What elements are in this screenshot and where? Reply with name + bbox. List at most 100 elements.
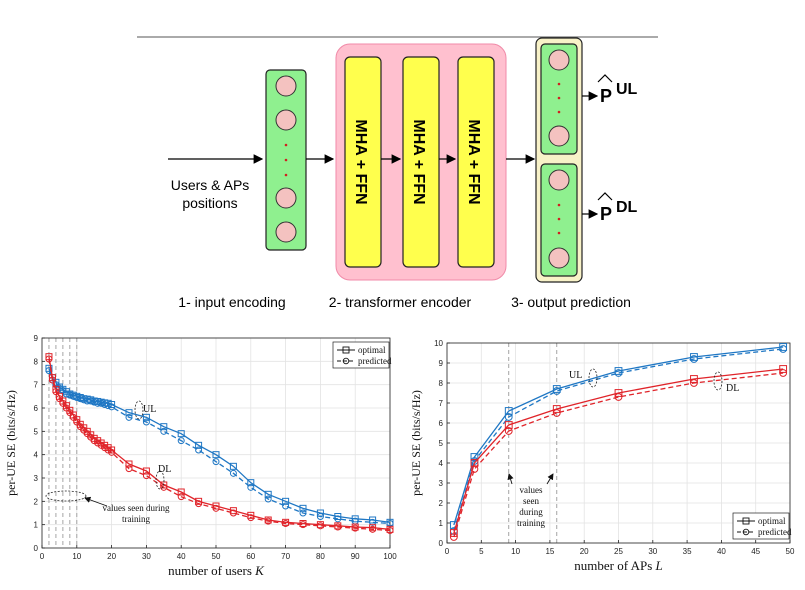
data-point [369, 518, 377, 526]
data-point [247, 479, 255, 487]
data-point [212, 451, 220, 459]
data-point [299, 504, 307, 512]
x-tick-label: 30 [142, 552, 151, 561]
stage2-caption: 2- transformer encoder [329, 294, 472, 310]
dl-annotation: DL [726, 383, 739, 394]
data-point [470, 465, 479, 473]
x-tick-label: 5 [479, 547, 484, 556]
data-point [351, 524, 359, 532]
data-point [690, 355, 698, 363]
output-node [548, 49, 570, 71]
x-tick-label: 50 [786, 547, 795, 556]
data-point [62, 404, 70, 412]
ul-annotation: UL [143, 404, 156, 415]
x-tick-label: 20 [107, 552, 116, 561]
input-label-line1: Users & APs [171, 177, 250, 193]
data-point [87, 397, 95, 405]
data-point [66, 409, 74, 417]
data-point [282, 497, 290, 505]
data-point [76, 423, 84, 431]
data-point [316, 522, 324, 530]
ul-annotation: UL [569, 370, 582, 381]
data-point [125, 409, 133, 417]
dl-annotation: DL [158, 464, 171, 475]
data-point [316, 513, 324, 520]
ellipsis-dot [557, 217, 561, 221]
data-point [104, 402, 112, 410]
y-tick-label: 5 [439, 439, 444, 448]
ellipsis-dot [284, 143, 288, 147]
data-point [351, 515, 359, 523]
x-tick-label: 90 [351, 552, 360, 561]
data-point [334, 515, 342, 523]
y-tick-label: 1 [34, 521, 39, 530]
training-annotation: seen [523, 496, 539, 506]
data-point [386, 527, 394, 534]
data-point [504, 427, 513, 435]
data-point [779, 345, 788, 353]
data-point [264, 490, 272, 498]
legend-marker [742, 528, 750, 536]
data-point [97, 441, 105, 449]
data-point [247, 483, 255, 491]
y-tick-label: 4 [439, 459, 444, 468]
y-tick-label: 2 [34, 497, 39, 506]
y-tick-label: 2 [439, 499, 444, 508]
y-axis-label: per-UE SE (bits/s/Hz) [409, 390, 423, 496]
data-point [614, 367, 623, 375]
data-point [614, 389, 623, 397]
ellipsis-dot [557, 203, 561, 207]
y-tick-label: 7 [34, 381, 39, 390]
data-point [83, 430, 91, 438]
legend-marker [342, 357, 350, 365]
ellipsis-dot [557, 231, 561, 235]
x-tick-label: 80 [316, 552, 325, 561]
data-point [80, 396, 88, 404]
data-point [69, 392, 77, 400]
dl-marker-ellipse [155, 470, 165, 490]
input-node [275, 221, 297, 243]
data-point [125, 465, 133, 473]
data-point [552, 409, 561, 417]
mha-ffn-block-1 [344, 56, 382, 268]
data-point [195, 446, 203, 454]
data-point [142, 413, 150, 421]
data-point [449, 533, 458, 541]
training-arrow [507, 473, 514, 485]
ellipsis-dot [284, 158, 288, 162]
output-node [548, 247, 570, 269]
x-tick-label: 45 [751, 547, 760, 556]
data-point [212, 502, 220, 510]
legend-label: optimal [358, 345, 386, 355]
data-point [104, 446, 112, 454]
data-point [45, 367, 53, 375]
data-point [212, 458, 220, 466]
data-point [69, 413, 77, 421]
data-point [73, 394, 81, 401]
y-tick-label: 9 [439, 359, 444, 368]
output-node [548, 169, 570, 191]
mha-ffn-block-3 [457, 56, 495, 268]
legend-box [732, 512, 790, 540]
data-point [76, 395, 84, 403]
training-arrow [84, 496, 108, 507]
x-tick-label: 0 [445, 547, 450, 556]
y-tick-label: 6 [439, 419, 444, 428]
data-point [229, 509, 237, 517]
data-point [83, 397, 91, 405]
data-point [90, 437, 98, 445]
data-point [94, 399, 102, 407]
series-line [48, 370, 391, 525]
y-tick-label: 3 [34, 474, 39, 483]
data-point [552, 387, 561, 395]
data-point [101, 444, 109, 452]
legend-box [332, 341, 390, 369]
y-tick-label: 3 [439, 479, 444, 488]
data-point [264, 495, 272, 503]
data-point [177, 493, 185, 501]
data-point [48, 376, 56, 384]
data-point [504, 407, 513, 415]
data-point [94, 439, 102, 447]
training-arrow [546, 473, 554, 485]
data-point [779, 365, 788, 373]
